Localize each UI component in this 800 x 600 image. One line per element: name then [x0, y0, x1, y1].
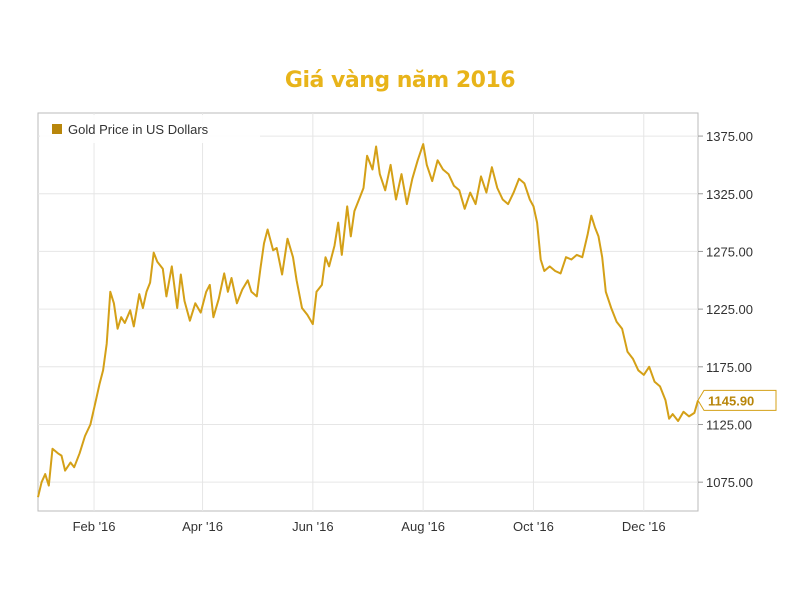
x-tick-label: Apr '16	[182, 519, 223, 534]
x-tick-label: Dec '16	[622, 519, 666, 534]
y-tick-label: 1225.00	[706, 302, 753, 317]
last-value-callout: 1145.90	[697, 389, 777, 411]
y-tick-label: 1075.00	[706, 475, 753, 490]
last-value-label: 1145.90	[708, 393, 754, 408]
x-tick-label: Jun '16	[292, 519, 334, 534]
plot-area	[37, 112, 699, 512]
legend: Gold Price in US Dollars	[40, 115, 260, 143]
last-value-box	[697, 389, 777, 411]
y-tick-label: 1375.00	[706, 129, 753, 144]
x-axis-labels: Feb '16 Apr '16 Jun '16 Aug '16 Oct '16 Dec '…	[73, 519, 666, 534]
x-tick-label: Aug '16	[401, 519, 445, 534]
series-line-gold-price	[37, 143, 699, 498]
legend-label: Gold Price in US Dollars	[68, 122, 209, 137]
legend-background	[40, 115, 260, 143]
y-tick-label: 1125.00	[706, 417, 752, 432]
x-tick-label: Feb '16	[73, 519, 116, 534]
vertical-gridlines	[93, 113, 645, 511]
y-tick-label: 1275.00	[706, 244, 753, 259]
x-tick-label: Oct '16	[513, 519, 554, 534]
legend-swatch	[52, 124, 62, 134]
chart-title: Giá vàng năm 2016	[284, 68, 516, 93]
y-tick-label: 1175.00	[706, 360, 752, 375]
y-tick-label: 1325.00	[706, 187, 753, 202]
y-axis-labels: 1075.00 1125.00 1175.00 1225.00 1275.00 1325.…	[698, 129, 753, 490]
horizontal-gridlines	[38, 135, 698, 483]
